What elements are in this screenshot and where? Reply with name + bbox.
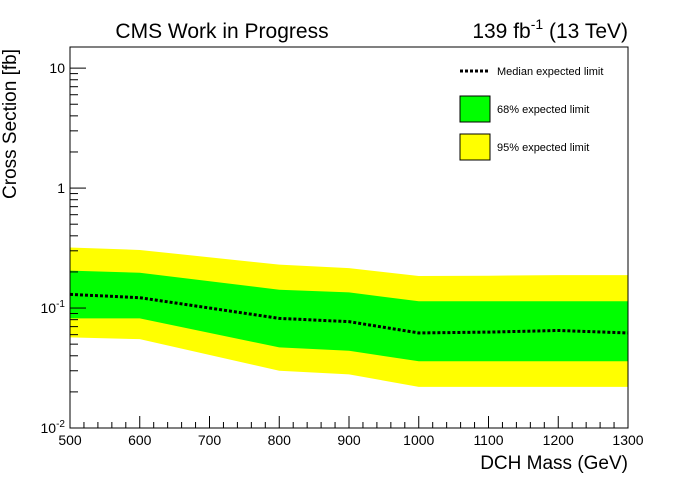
x-tick-label: 600 bbox=[128, 432, 152, 448]
y-tick-base: 10 bbox=[41, 420, 57, 436]
x-tick-label: 1200 bbox=[543, 432, 574, 448]
y-tick-label: 10 bbox=[49, 60, 65, 76]
y-tick-label: 10-2 bbox=[41, 419, 66, 436]
legend-label: Median expected limit bbox=[497, 66, 603, 78]
x-tick-label: 800 bbox=[268, 432, 292, 448]
x-tick-label: 900 bbox=[337, 432, 361, 448]
legend-swatch-68 bbox=[459, 95, 491, 123]
y-tick-base: 10 bbox=[41, 300, 57, 316]
x-tick-label: 1300 bbox=[612, 432, 643, 448]
luminosity-exponent: -1 bbox=[531, 16, 544, 32]
legend-label: 95% expected limit bbox=[497, 142, 589, 154]
axes-group: 500 600 700 800 900 1000 1100 1200 130010-210-11… bbox=[41, 60, 644, 448]
legend-label: 68% expected limit bbox=[497, 104, 589, 116]
y-tick-label: 1 bbox=[57, 180, 65, 196]
bands-group bbox=[69, 247, 629, 387]
chart-title: CMS Work in Progress bbox=[115, 20, 328, 43]
median-expected-line bbox=[69, 292, 629, 335]
y-tick-exponent: -2 bbox=[56, 419, 65, 430]
x-tick-label: 1000 bbox=[403, 432, 434, 448]
legend: Median expected limit 68% expected limit 9… bbox=[459, 66, 603, 161]
y-tick-exponent: -1 bbox=[56, 299, 65, 310]
luminosity-label: 139 fb-1 (13 TeV) bbox=[472, 16, 628, 43]
y-tick-label: 10-1 bbox=[41, 299, 66, 316]
legend-swatch-95 bbox=[459, 133, 491, 161]
x-tick-label: 700 bbox=[198, 432, 222, 448]
x-tick-label: 1100 bbox=[473, 432, 503, 448]
y-axis-title: Cross Section [fb] bbox=[0, 49, 21, 199]
x-axis-title: DCH Mass (GeV) bbox=[480, 453, 628, 474]
x-tick-label: 500 bbox=[58, 432, 82, 448]
luminosity-value: 139 fb bbox=[472, 20, 530, 43]
energy-value: (13 TeV) bbox=[543, 20, 628, 43]
band-68-expected bbox=[70, 270, 628, 362]
